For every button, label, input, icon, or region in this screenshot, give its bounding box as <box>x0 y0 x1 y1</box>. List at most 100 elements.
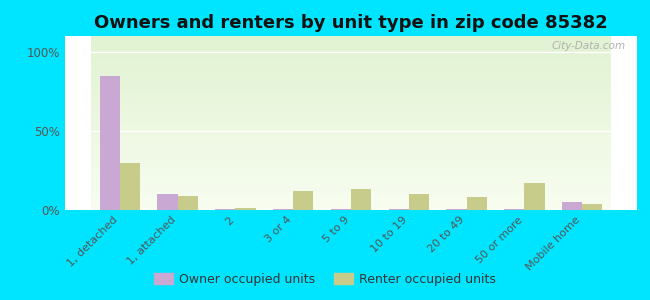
Bar <box>91 178 611 179</box>
Bar <box>91 57 611 58</box>
Bar <box>91 200 611 201</box>
Bar <box>91 97 611 98</box>
Bar <box>91 102 611 103</box>
Bar <box>91 187 611 188</box>
Bar <box>91 63 611 64</box>
Bar <box>91 115 611 116</box>
Bar <box>91 86 611 87</box>
Bar <box>91 93 611 94</box>
Bar <box>91 80 611 81</box>
Bar <box>409 194 429 210</box>
Bar <box>91 198 611 199</box>
Bar <box>91 70 611 71</box>
Bar <box>91 129 611 130</box>
Bar <box>91 56 611 57</box>
Bar <box>91 197 611 198</box>
Bar <box>91 110 611 111</box>
Bar <box>91 140 611 141</box>
Bar <box>562 202 582 210</box>
Bar <box>525 183 545 210</box>
Bar <box>91 160 611 161</box>
Bar <box>91 182 611 183</box>
Bar <box>91 139 611 140</box>
Bar <box>91 150 611 151</box>
Bar <box>91 36 611 37</box>
Bar <box>91 190 611 191</box>
Bar <box>91 189 611 190</box>
Bar <box>91 98 611 99</box>
Bar <box>91 94 611 95</box>
Bar <box>91 37 611 38</box>
Bar <box>91 151 611 152</box>
Bar <box>91 208 611 209</box>
Bar <box>91 175 611 176</box>
Bar <box>91 105 611 106</box>
Bar <box>91 124 611 125</box>
Bar <box>91 83 611 84</box>
Bar <box>91 65 611 66</box>
Bar <box>91 186 611 187</box>
Bar <box>91 127 611 128</box>
Bar <box>91 148 611 149</box>
Text: City-Data.com: City-Data.com <box>551 41 625 51</box>
Bar <box>91 39 611 40</box>
Bar <box>91 170 611 171</box>
Bar <box>91 169 611 170</box>
Bar <box>91 100 611 101</box>
Bar <box>91 76 611 77</box>
Bar <box>91 69 611 70</box>
Bar <box>91 67 611 68</box>
Bar <box>91 142 611 143</box>
Bar <box>91 192 611 193</box>
Bar <box>91 131 611 132</box>
Bar <box>91 166 611 167</box>
Bar <box>91 45 611 46</box>
Bar <box>91 136 611 137</box>
Bar <box>91 47 611 48</box>
Bar <box>91 112 611 113</box>
Bar <box>91 147 611 148</box>
Bar <box>582 204 603 210</box>
Bar <box>91 74 611 75</box>
Bar <box>91 137 611 138</box>
Bar <box>91 180 611 181</box>
Bar <box>91 62 611 63</box>
Bar <box>91 120 611 121</box>
Bar <box>91 203 611 204</box>
Bar <box>91 179 611 180</box>
Bar <box>91 87 611 88</box>
Bar <box>91 85 611 86</box>
Bar <box>447 209 467 210</box>
Bar <box>91 41 611 42</box>
Bar <box>91 173 611 174</box>
Bar <box>91 122 611 123</box>
Bar <box>91 195 611 196</box>
Bar <box>91 185 611 186</box>
Bar <box>91 71 611 72</box>
Bar <box>91 209 611 210</box>
Bar <box>389 209 409 210</box>
Bar <box>293 191 313 210</box>
Bar <box>91 118 611 119</box>
Bar <box>91 51 611 52</box>
Bar <box>91 128 611 129</box>
Bar <box>91 107 611 108</box>
Bar <box>91 172 611 173</box>
Bar <box>91 141 611 142</box>
Bar <box>91 113 611 114</box>
Bar <box>91 101 611 102</box>
Bar <box>91 108 611 109</box>
Bar <box>91 85 611 86</box>
Bar <box>91 183 611 184</box>
Bar <box>91 60 611 61</box>
Bar <box>91 154 611 155</box>
Bar <box>91 58 611 59</box>
Bar <box>91 199 611 200</box>
Bar <box>91 167 611 168</box>
Bar <box>91 82 611 83</box>
Bar <box>91 161 611 162</box>
Bar <box>91 109 611 110</box>
Bar <box>91 59 611 60</box>
Bar <box>91 81 611 82</box>
Bar <box>91 55 611 56</box>
